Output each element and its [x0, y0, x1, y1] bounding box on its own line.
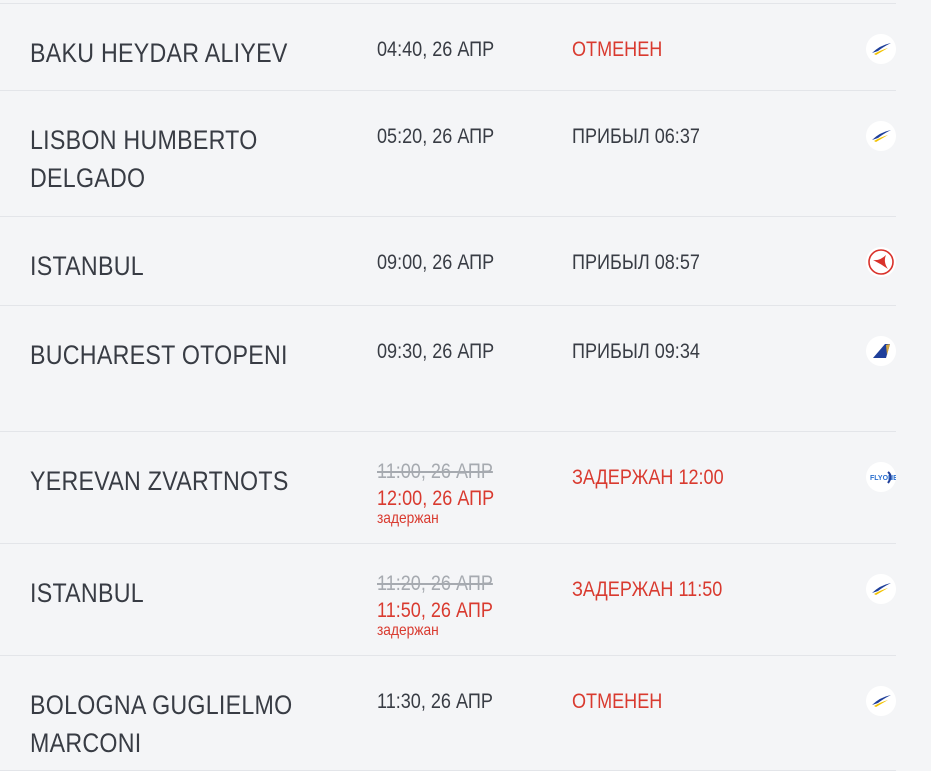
scheduled-time-value: 09:00, 26 АПР — [377, 251, 495, 274]
flight-status: ЗАДЕРЖАН 11:50 — [572, 578, 723, 601]
scheduled-time: 11:30, 26 АПР — [377, 688, 493, 716]
scheduled-time: 11:20, 26 АПР 11:50, 26 АПР задержан — [377, 571, 493, 639]
flight-status: ОТМЕНЕН — [572, 690, 663, 713]
flight-list: BAKU HEYDAR ALIYEV 04:40, 26 АПР ОТМЕНЕН… — [0, 3, 896, 771]
flight-row[interactable]: ISTANBUL 11:20, 26 АПР 11:50, 26 АПР зад… — [0, 544, 896, 656]
flight-row[interactable]: ISTANBUL 09:00, 26 АПР ПРИБЫЛ 08:57 — [0, 217, 896, 306]
flight-row[interactable]: YEREVAN ZVARTNOTS 11:00, 26 АПР 12:00, 2… — [0, 432, 896, 544]
flight-status: ПРИБЫЛ 08:57 — [572, 251, 700, 274]
flight-row[interactable]: BUCHAREST OTOPENI 09:30, 26 АПР ПРИБЫЛ 0… — [0, 306, 896, 432]
flight-row[interactable]: LISBON HUMBERTO DELGADO 05:20, 26 АПР ПР… — [0, 91, 896, 217]
destination-city: YEREVAN ZVARTNOTS — [30, 466, 289, 496]
delay-note: задержан — [377, 622, 439, 639]
scheduled-time: 04:40, 26 АПР — [377, 36, 494, 64]
new-time: 12:00, 26 АПР — [377, 487, 495, 510]
new-time: 11:50, 26 АПР — [377, 599, 493, 622]
flight-row[interactable]: BOLOGNA GUGLIELMO MARCONI 11:30, 26 АПР … — [0, 656, 896, 771]
scheduled-time-old: 11:20, 26 АПР — [377, 572, 493, 595]
tail-logo-icon — [866, 336, 896, 366]
wing-logo-icon — [866, 574, 896, 604]
scheduled-time-old: 11:00, 26 АПР — [377, 460, 493, 483]
svg-text:FLYONE: FLYONE — [870, 475, 896, 482]
flight-status: ПРИБЫЛ 06:37 — [572, 125, 700, 148]
destination-city: ISTANBUL — [30, 251, 144, 281]
destination-city: ISTANBUL — [30, 578, 144, 608]
flight-row[interactable]: BAKU HEYDAR ALIYEV 04:40, 26 АПР ОТМЕНЕН — [0, 4, 896, 91]
wing-logo-icon — [866, 686, 896, 716]
destination-city: BUCHAREST OTOPENI — [30, 340, 288, 370]
scheduled-time: 05:20, 26 АПР — [377, 123, 494, 151]
flight-status: ОТМЕНЕН — [572, 38, 663, 61]
destination-city: BAKU HEYDAR ALIYEV — [30, 38, 288, 68]
scheduled-time-value: 09:30, 26 АПР — [377, 340, 495, 363]
scheduled-time: 09:30, 26 АПР — [377, 338, 494, 366]
destination-city: LISBON HUMBERTO DELGADO — [30, 125, 258, 193]
flyone-logo-icon: FLYONE — [866, 462, 896, 492]
flight-status: ЗАДЕРЖАН 12:00 — [572, 466, 724, 489]
delay-note: задержан — [377, 510, 439, 527]
destination-city: BOLOGNA GUGLIELMO MARCONI — [30, 690, 293, 758]
scheduled-time-value: 05:20, 26 АПР — [377, 125, 495, 148]
scheduled-time-value: 11:30, 26 АПР — [377, 690, 493, 713]
scheduled-time-value: 04:40, 26 АПР — [377, 38, 495, 61]
scheduled-time: 11:00, 26 АПР 12:00, 26 АПР задержан — [377, 459, 495, 527]
wing-logo-icon — [866, 34, 896, 64]
flight-status: ПРИБЫЛ 09:34 — [572, 340, 700, 363]
turkish-airlines-logo-icon — [866, 247, 896, 277]
wing-logo-icon — [866, 121, 896, 151]
scheduled-time: 09:00, 26 АПР — [377, 249, 494, 277]
